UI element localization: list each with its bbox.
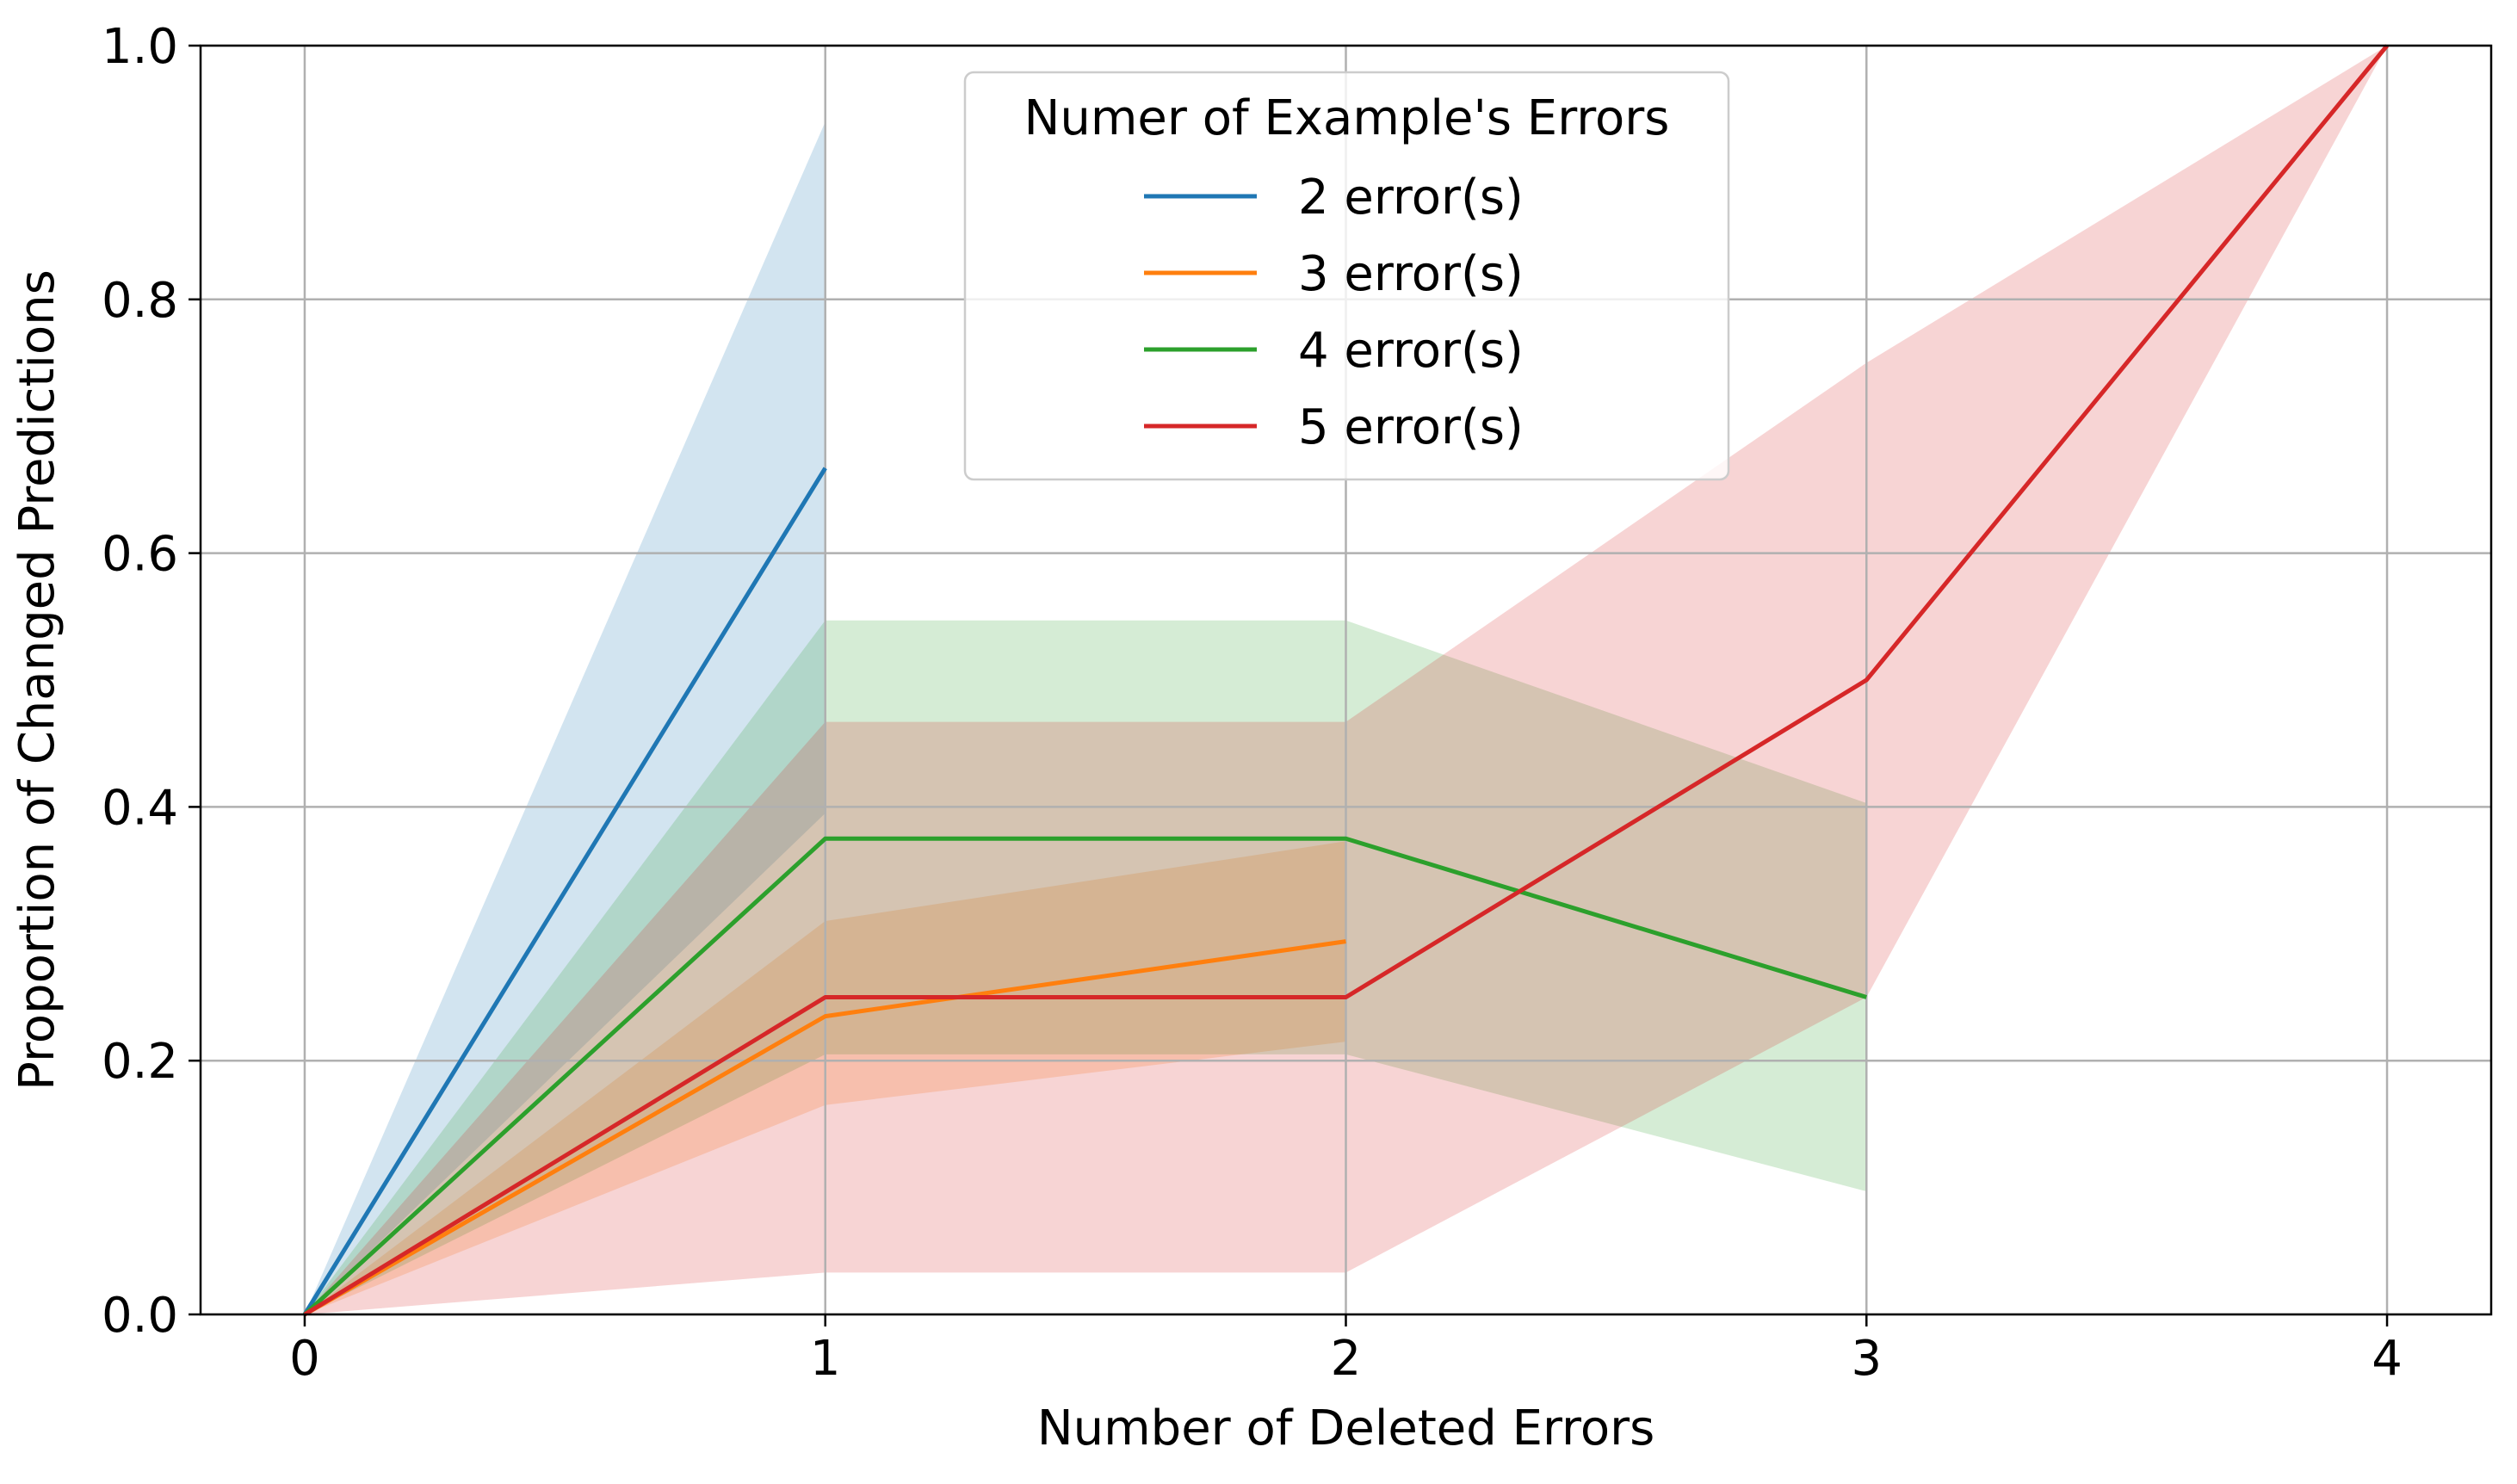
series-line-1 (302, 467, 827, 1316)
legend: Numer of Example's Errors 2 error(s) 3 er… (963, 71, 1730, 481)
legend-items: 2 error(s) 3 error(s) 4 error(s) 5 error(s) (1144, 170, 1524, 455)
legend-box (963, 71, 1730, 481)
x-tick-label-0: 0 (289, 1331, 320, 1387)
y-tick-label-0: 0.0 (102, 1288, 178, 1344)
y-tick-label-4: 0.8 (102, 273, 178, 329)
x-tick-label-4: 4 (2372, 1331, 2403, 1387)
y-axis-ticks: 0.0 0.2 0.4 0.6 0.8 1.0 (102, 19, 201, 1344)
y-axis-label: Proportion of Changed Predictions (9, 269, 65, 1091)
legend-label-4: 5 error(s) (1298, 399, 1524, 455)
x-axis-label: Number of Deleted Errors (1037, 1401, 1655, 1456)
y-tick-label-2: 0.4 (102, 780, 178, 836)
legend-label-1: 2 error(s) (1298, 170, 1524, 226)
y-tick-label-5: 1.0 (102, 19, 178, 75)
confidence-band-1 (304, 121, 826, 1315)
legend-label-2: 3 error(s) (1298, 246, 1524, 302)
x-tick-label-2: 2 (1331, 1331, 1362, 1387)
series-line-3 (303, 836, 1868, 1316)
x-tick-label-3: 3 (1851, 1331, 1882, 1387)
series-line-2 (303, 939, 1346, 1317)
legend-label-3: 4 error(s) (1298, 323, 1524, 379)
series-line-4 (303, 44, 2389, 1317)
series-lines (302, 44, 2389, 1317)
x-axis-ticks: 0 1 2 3 4 (289, 1314, 2403, 1387)
confidence-band-3 (304, 620, 1867, 1314)
y-tick-label-3: 0.6 (102, 527, 178, 583)
x-tick-label-1: 1 (810, 1331, 841, 1387)
legend-title: Numer of Example's Errors (1024, 90, 1670, 146)
y-tick-label-1: 0.2 (102, 1034, 178, 1090)
